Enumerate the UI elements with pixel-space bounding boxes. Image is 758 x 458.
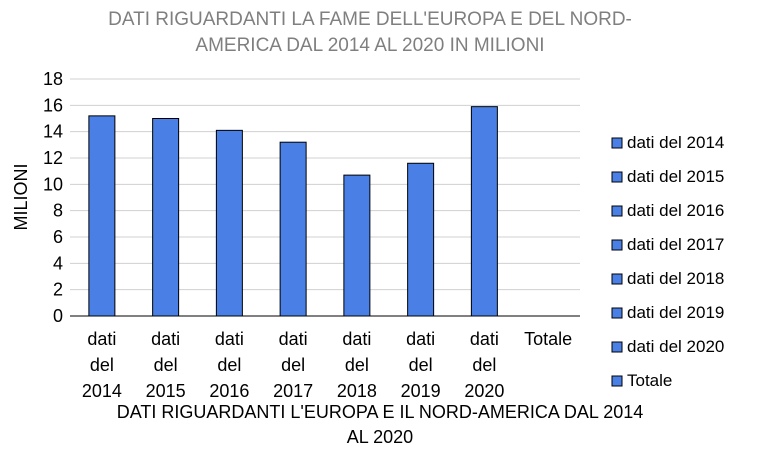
y-axis-ticks: 0 2 4 6 8 10 12 14 16 18	[43, 69, 63, 326]
legend-swatch	[611, 273, 623, 285]
legend-label: Totale	[627, 371, 672, 390]
legend-swatch	[611, 341, 623, 353]
bar	[279, 141, 307, 317]
x-tick-label: del	[281, 355, 305, 375]
legend-swatch	[611, 307, 623, 319]
legend-label: dati del 2019	[627, 303, 724, 322]
chart-title-line-1: DATI RIGUARDANTI LA FAME DELL'EUROPA E D…	[108, 9, 632, 30]
x-axis-label-line-1: DATI RIGUARDANTI L'EUROPA E IL NORD-AMER…	[117, 402, 644, 422]
legend-swatch	[611, 375, 623, 387]
bar	[407, 162, 435, 317]
x-tick-label: dati	[279, 329, 308, 349]
y-tick-label: 12	[43, 148, 63, 168]
chart-title-line-2: AMERICA DAL 2014 AL 2020 IN MILIONI	[195, 35, 544, 56]
y-tick-label: 16	[43, 95, 63, 115]
gridlines	[70, 78, 580, 291]
y-tick-label: 0	[53, 306, 63, 326]
legend-label: dati del 2018	[627, 269, 724, 288]
x-tick-label: 2019	[401, 381, 441, 401]
legend-swatch	[611, 239, 623, 251]
bar	[215, 129, 243, 317]
x-tick-label: del	[217, 355, 241, 375]
legend-label: dati del 2015	[627, 167, 724, 186]
x-tick-label: 2017	[273, 381, 313, 401]
x-tick-label: dati	[470, 329, 499, 349]
x-tick-label: dati	[151, 329, 180, 349]
bar	[343, 174, 371, 317]
x-tick-label: dati	[406, 329, 435, 349]
y-tick-label: 6	[53, 227, 63, 247]
x-tick-label: del	[90, 355, 114, 375]
legend-label: dati del 2020	[627, 337, 724, 356]
x-tick-label: 2018	[337, 381, 377, 401]
legend-label: dati del 2017	[627, 235, 724, 254]
x-tick-label: Totale	[524, 329, 572, 349]
y-tick-label: 18	[43, 69, 63, 89]
x-tick-label: del	[472, 355, 496, 375]
x-tick-label: 2014	[82, 381, 122, 401]
bars	[88, 106, 498, 317]
y-tick-label: 4	[53, 253, 63, 273]
y-axis-label: MILIONI	[11, 163, 31, 230]
x-axis-ticks: dati del 2014 dati del 2015 dati del 2016 dati del…	[82, 329, 572, 401]
x-tick-label: 2016	[209, 381, 249, 401]
x-tick-label: del	[154, 355, 178, 375]
x-tick-label: dati	[342, 329, 371, 349]
y-tick-label: 2	[53, 280, 63, 300]
x-tick-label: 2020	[464, 381, 504, 401]
x-tick-label: del	[409, 355, 433, 375]
bar	[152, 118, 180, 317]
y-tick-label: 14	[43, 122, 63, 142]
x-tick-label: 2015	[146, 381, 186, 401]
x-tick-label: dati	[215, 329, 244, 349]
x-tick-label: del	[345, 355, 369, 375]
y-tick-label: 10	[43, 174, 63, 194]
legend-swatch	[611, 137, 623, 149]
legend-label: dati del 2014	[627, 133, 724, 152]
y-tick-label: 8	[53, 201, 63, 221]
bar	[88, 115, 116, 317]
legend-swatch	[611, 205, 623, 217]
legend-swatch	[611, 171, 623, 183]
x-axis-label-line-2: AL 2020	[347, 427, 413, 447]
legend: dati del 2014 dati del 2015 dati del 2016 d…	[611, 133, 724, 390]
x-tick-label: dati	[87, 329, 116, 349]
bar	[470, 106, 498, 317]
legend-label: dati del 2016	[627, 201, 724, 220]
